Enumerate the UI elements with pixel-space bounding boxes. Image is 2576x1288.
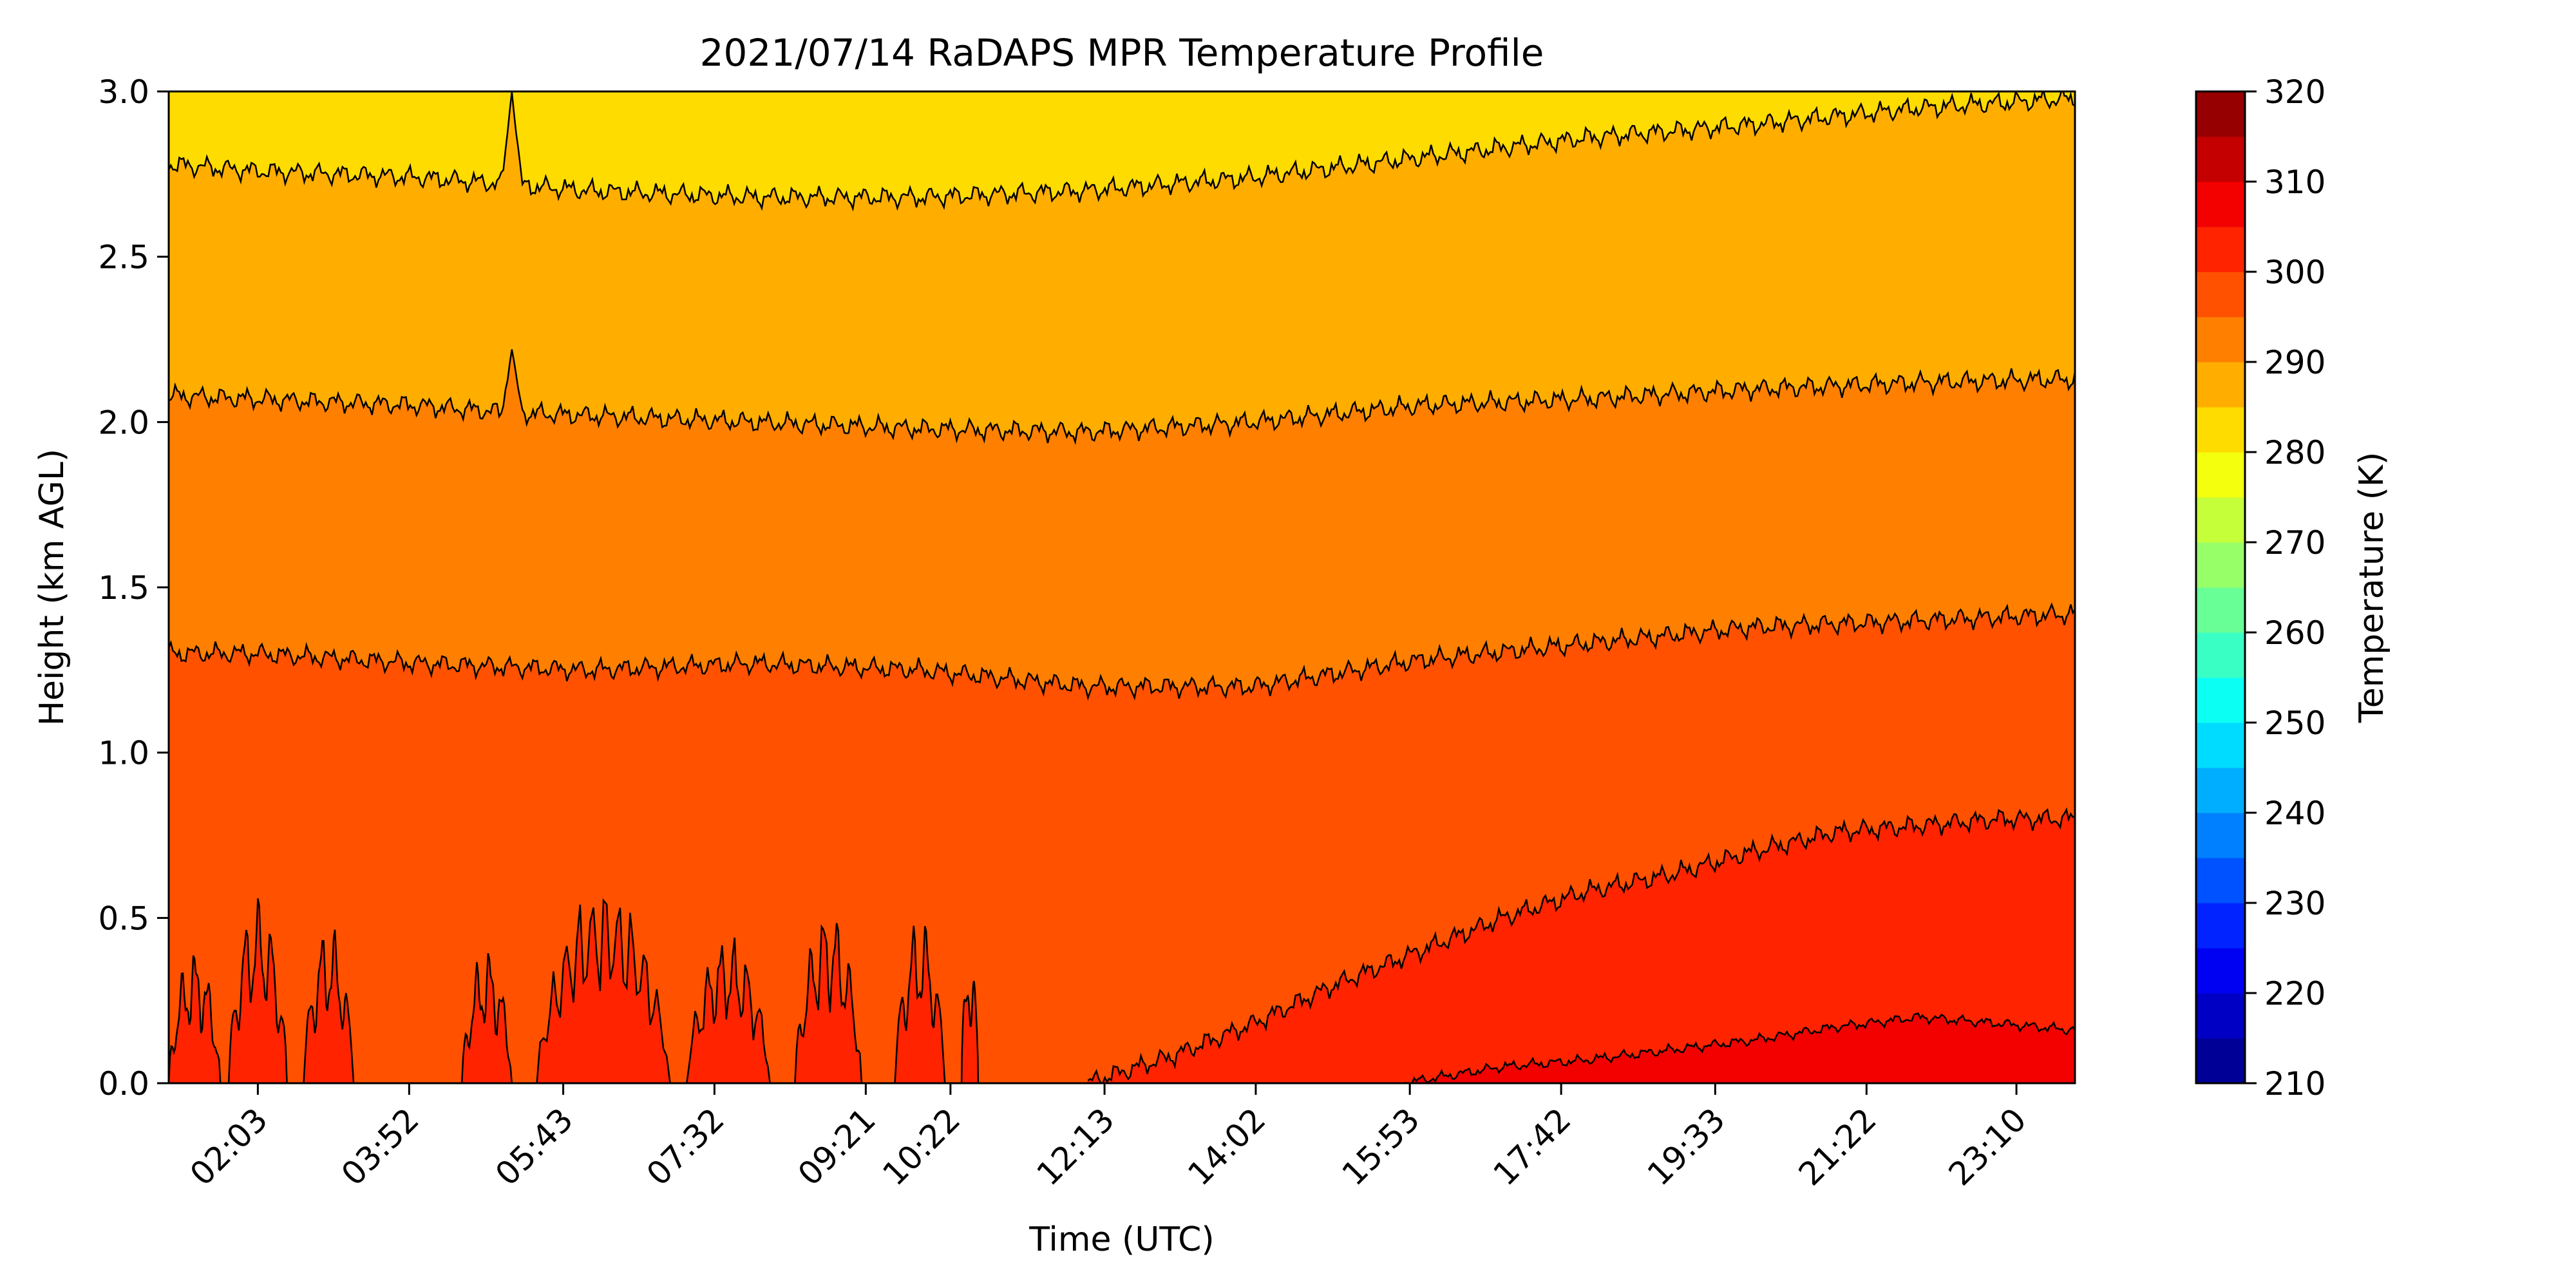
colorbar-segment	[2196, 903, 2245, 949]
temperature-bands	[169, 91, 2075, 1083]
colorbar-segment	[2196, 317, 2245, 363]
surface-patch-300	[686, 937, 771, 1083]
x-axis-label: Time (UTC)	[1028, 1220, 1214, 1259]
colorbar-tick-label: 290	[2264, 344, 2325, 381]
contour-line-285	[169, 91, 2075, 212]
colorbar-segment	[2196, 768, 2245, 813]
colorbar-tick-label: 310	[2264, 164, 2325, 201]
colorbar-segment	[2196, 227, 2245, 272]
colorbar-segment	[2196, 948, 2245, 994]
surface-patch-300	[794, 923, 863, 1083]
x-tick-label: 05:43	[488, 1101, 580, 1193]
contour-line-305	[1403, 1012, 2075, 1083]
surface-patch-300	[169, 955, 222, 1083]
chart-title: 2021/07/14 RaDAPS MPR Temperature Profil…	[700, 31, 1544, 75]
colorbar-tick-label: 210	[2264, 1065, 2325, 1103]
colorbar-tick-label: 280	[2264, 434, 2325, 471]
colorbar-segment	[2196, 362, 2245, 408]
colorbar-tick-label: 300	[2264, 254, 2325, 291]
colorbar-tick-label: 320	[2264, 73, 2325, 111]
colorbar-segment	[2196, 677, 2245, 723]
colorbar-segment	[2196, 993, 2245, 1039]
x-tick-label: 09:21	[791, 1101, 883, 1193]
y-tick-label: 2.5	[98, 239, 149, 276]
colorbar-segment	[2196, 813, 2245, 858]
surface-patch-300	[960, 980, 980, 1083]
surface-patch-300	[460, 952, 513, 1083]
x-tick-label: 12:13	[1030, 1101, 1122, 1193]
x-tick-label: 03:52	[334, 1101, 426, 1193]
colorbar-segment	[2196, 542, 2245, 588]
colorbar-tick-label: 230	[2264, 885, 2325, 922]
surface-patch-300	[894, 925, 946, 1083]
colorbar-segment	[2196, 587, 2245, 633]
colorbar-segment	[2196, 497, 2245, 543]
y-axis-ticks: 0.0 0.5 1.0 1.5 2.0 2.5 3.0	[98, 73, 169, 1103]
colorbar-segment	[2196, 182, 2245, 227]
contour-line-290	[169, 349, 2075, 446]
y-axis-label: Height (km AGL)	[33, 449, 71, 726]
x-tick-label: 19:33	[1640, 1101, 1732, 1193]
colorbar: 210 220 230 240 250 260 270 280 290 300 310 320	[2195, 73, 2325, 1103]
colorbar-segment	[2196, 91, 2245, 137]
colorbar-segment	[2196, 858, 2245, 904]
plot-area	[169, 91, 2075, 1083]
surface-patch-300	[227, 898, 288, 1083]
x-tick-label: 02:03	[183, 1101, 275, 1193]
y-tick-label: 1.5	[98, 569, 149, 607]
colorbar-segment	[2196, 272, 2245, 317]
x-tick-label: 17:42	[1486, 1101, 1578, 1193]
band-300	[169, 810, 2075, 1083]
contour-line-300	[1087, 807, 2075, 1083]
y-tick-label: 3.0	[98, 73, 149, 111]
colorbar-segment	[2196, 407, 2245, 453]
colorbar-segment	[2196, 632, 2245, 678]
x-tick-label: 07:32	[639, 1101, 732, 1193]
colorbar-segment	[2196, 1038, 2245, 1084]
y-tick-label: 1.0	[98, 735, 149, 772]
colorbar-tick-label: 220	[2264, 975, 2325, 1012]
colorbar-segment	[2196, 452, 2245, 498]
colorbar-segment	[2196, 723, 2245, 768]
colorbar-tick-label: 250	[2264, 705, 2325, 742]
contour-line-295	[169, 602, 2075, 701]
y-tick-label: 0.0	[98, 1065, 149, 1103]
y-tick-label: 0.5	[98, 900, 149, 937]
surface-patch-300	[303, 929, 355, 1083]
colorbar-segment	[2196, 137, 2245, 182]
contour-lines	[169, 91, 2075, 1083]
y-tick-label: 2.0	[98, 404, 149, 441]
x-tick-label: 14:02	[1181, 1101, 1273, 1193]
x-tick-label: 21:22	[1792, 1101, 1884, 1193]
x-tick-label: 15:53	[1335, 1101, 1427, 1193]
colorbar-tick-label: 270	[2264, 524, 2325, 562]
colorbar-tick-label: 260	[2264, 614, 2325, 652]
band-305	[1403, 1013, 2075, 1083]
x-tick-label: 23:10	[1942, 1101, 2034, 1193]
colorbar-tick-label: 240	[2264, 795, 2325, 832]
surface-patch-300	[536, 898, 671, 1083]
colorbar-label: Temperature (K)	[2353, 452, 2391, 724]
colorbar-frame	[2195, 90, 2246, 1084]
x-tick-label: 10:22	[875, 1101, 967, 1193]
